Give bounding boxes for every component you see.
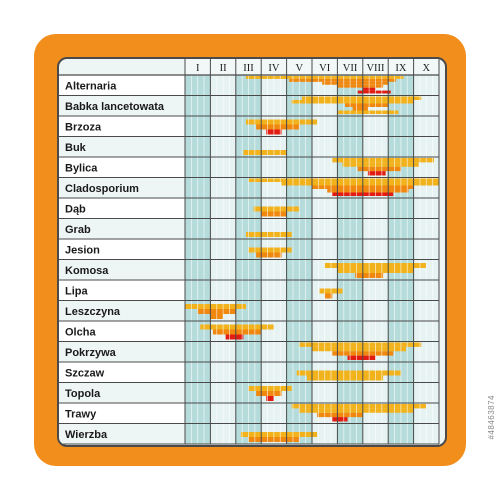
plant-label: Olcha [65,326,96,338]
plant-label: Pokrzywa [65,347,117,359]
pollen-bar [256,252,282,258]
plant-label: Komosa [65,265,109,277]
pollen-bar [299,342,422,347]
pollen-bar [240,432,318,437]
label-row-bg [59,75,185,96]
pollen-bar [200,324,274,330]
plant-label: Szczaw [65,367,105,379]
pollen-bar [332,158,434,163]
pollen-bar [245,119,318,125]
pollen-bar [357,166,401,172]
plant-label: Brzoza [65,121,102,133]
pollen-bar [248,386,292,391]
pollen-bar [291,404,427,409]
plant-label: Alternaria [65,80,117,92]
pollen-bar [281,182,439,186]
pollen-bar [347,355,376,360]
label-row-bg [59,157,185,178]
plant-label: Lipa [65,285,88,297]
pollen-bar [342,162,419,167]
month-label: II [220,63,227,74]
month-label: VIII [366,63,385,74]
plant-label: Leszczyna [65,306,121,318]
label-row-bg [59,403,185,424]
label-row-bg [59,259,185,280]
label-row-bg [59,423,185,444]
pollen-bar [317,412,363,418]
plant-label: Jesion [65,244,100,256]
pollen-bar [324,293,333,299]
pollen-bar [266,396,274,401]
pollen-bar [322,81,389,85]
month-label: X [423,63,431,74]
plant-label: Cladosporium [65,183,139,195]
month-label: IV [268,63,279,74]
pollen-bar [243,150,287,155]
label-row-bg [59,218,185,239]
label-row-bg [59,116,185,137]
label-row-bg [59,300,185,321]
pollen-bar [212,329,262,335]
watermark-id: #48463874 [487,395,496,440]
plant-label: Trawy [65,408,97,420]
month-label: V [296,63,304,74]
pollen-bar [352,107,368,111]
plant-label: Dąb [65,203,86,215]
pollen-bar [256,124,300,130]
month-label: VI [319,63,331,74]
label-row-bg [59,95,185,116]
month-label: VII [343,63,358,74]
plant-label: Topola [65,388,101,400]
plant-label: Babka lancetowata [65,101,165,113]
label-row-bg [59,280,185,301]
pollen-bar [301,96,422,100]
pollen-bar [337,84,384,88]
pollen-bar [245,232,292,237]
pollen-bar [291,100,414,104]
label-row-bg [59,136,185,157]
plant-label: Wierzba [65,429,108,441]
pollen-bar [337,110,399,114]
label-row-bg [59,341,185,362]
calendar-panel: I II III IV V VI VII VIII IX X Alternaria Babka lan… [57,57,447,447]
month-label: III [243,63,254,74]
pollen-bar [296,370,401,376]
pollen-bar [357,90,391,94]
pollen-bar [185,304,246,309]
plant-label: Buk [65,142,87,154]
pollen-bar [312,346,406,352]
label-row-bg [59,198,185,219]
pollen-bar [253,206,300,212]
plant-label: Bylica [65,162,98,174]
pollen-bar [289,78,396,82]
label-row-bg [59,362,185,383]
pollen-bar [345,103,389,107]
label-row-bg [59,239,185,260]
label-row-bg [59,382,185,403]
plant-label: Grab [65,224,91,236]
pollen-bar [306,375,384,381]
month-label: I [196,63,200,74]
label-row-bg [59,177,185,198]
pollen-bar [256,391,282,396]
pollen-bar [225,334,244,340]
label-row-bg [59,321,185,342]
pollen-bar [332,417,348,422]
pollen-bar [248,247,292,253]
month-label: IX [395,63,406,74]
pollen-bar [367,171,386,176]
pollen-bar [327,189,409,193]
